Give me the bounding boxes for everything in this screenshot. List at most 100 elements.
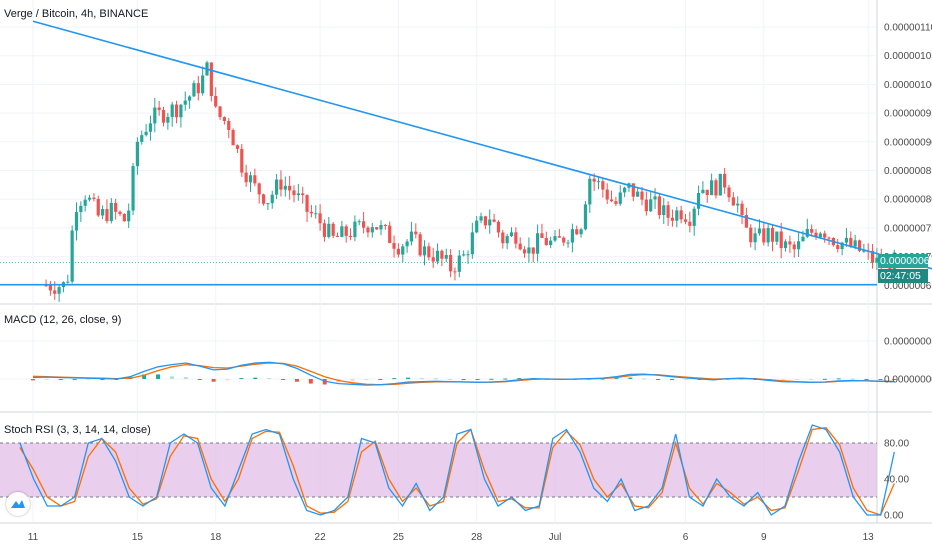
drawn-lines bbox=[0, 20, 932, 286]
candle-body bbox=[653, 196, 657, 200]
candle-body bbox=[462, 254, 466, 256]
candle-body bbox=[383, 224, 387, 226]
macd-histogram-bar bbox=[808, 379, 813, 380]
price-tick-label: 0.00000110 bbox=[884, 23, 932, 34]
candle-body bbox=[509, 232, 514, 237]
candle-body bbox=[862, 250, 866, 252]
candle-body bbox=[836, 245, 840, 250]
candle-body bbox=[279, 179, 283, 190]
candle-body bbox=[161, 110, 166, 123]
macd-histogram-bar bbox=[211, 379, 216, 382]
macd-histogram-bar bbox=[461, 379, 466, 380]
candle-body bbox=[749, 227, 753, 243]
candle-body bbox=[518, 243, 522, 250]
candle-body bbox=[475, 220, 479, 233]
stoch-tick-label: 40.00 bbox=[884, 475, 909, 486]
macd-histogram-bar bbox=[392, 378, 397, 380]
candle-body bbox=[135, 141, 139, 167]
candle-body bbox=[166, 116, 170, 123]
macd-histogram-bar bbox=[433, 378, 438, 380]
macd-histogram-bar bbox=[183, 377, 188, 379]
candle-body bbox=[797, 241, 801, 250]
candle-body bbox=[118, 211, 122, 214]
macd-histogram-bar bbox=[795, 379, 800, 380]
stoch-rsi-title: Stoch RSI (3, 3, 14, 14, close) bbox=[4, 424, 151, 436]
price-tick-label: 0.00000095 bbox=[884, 109, 932, 120]
candle-body bbox=[718, 173, 722, 196]
candle-body bbox=[723, 173, 727, 188]
candle-body bbox=[662, 205, 666, 215]
candle-body bbox=[853, 240, 857, 247]
candle-body bbox=[753, 233, 757, 243]
candle-body bbox=[418, 234, 422, 256]
price-tick-label: 0.00000075 bbox=[884, 223, 932, 234]
price-tick-label: 0.00000105 bbox=[884, 51, 932, 62]
candle-body bbox=[362, 221, 366, 228]
candle-body bbox=[375, 227, 379, 230]
macd-histogram-bar bbox=[864, 379, 869, 380]
time-axis: 111518222528Jul6913162023 bbox=[28, 532, 874, 543]
macd-histogram-bar bbox=[447, 378, 452, 380]
candle-body bbox=[266, 203, 270, 205]
candle-body bbox=[305, 195, 309, 212]
macd-histogram-bar bbox=[58, 379, 63, 380]
candle-body bbox=[788, 241, 792, 245]
candle-body bbox=[344, 226, 348, 236]
macd-histogram-bar bbox=[72, 379, 77, 380]
candle-body bbox=[79, 205, 83, 213]
macd-histogram-bar bbox=[239, 378, 244, 380]
candle-body bbox=[153, 107, 157, 124]
time-tick-label: 15 bbox=[132, 532, 144, 543]
candle-body bbox=[348, 235, 353, 238]
macd-histogram-bar bbox=[253, 377, 258, 379]
candle-body bbox=[514, 232, 518, 244]
candle-body bbox=[783, 241, 788, 249]
candle-body bbox=[705, 189, 709, 196]
candle-body bbox=[240, 148, 244, 173]
candle-body bbox=[122, 213, 126, 222]
candle-body bbox=[810, 229, 814, 233]
candle-body bbox=[692, 208, 696, 226]
candle-body bbox=[109, 202, 113, 222]
candle-body bbox=[770, 228, 775, 242]
candle-body bbox=[657, 196, 661, 215]
candle-body bbox=[53, 290, 57, 294]
candle-countdown-badge: 02:47:05 bbox=[878, 269, 928, 283]
candle-body bbox=[218, 106, 222, 118]
candle-body bbox=[353, 221, 357, 238]
macd-histogram-bar bbox=[406, 377, 411, 379]
macd-histogram-bar bbox=[364, 379, 369, 380]
macd-histogram-bar bbox=[614, 378, 619, 380]
candle-body bbox=[396, 248, 400, 255]
macd-histogram-bar bbox=[739, 378, 744, 380]
candle-body bbox=[340, 226, 344, 237]
candle-body bbox=[805, 229, 809, 237]
candle-body bbox=[688, 221, 692, 226]
candle-body bbox=[736, 203, 740, 206]
macd-histogram-bar bbox=[656, 379, 661, 380]
tradingview-logo-icon[interactable] bbox=[6, 492, 30, 516]
candle-body bbox=[174, 104, 179, 118]
candle-body bbox=[101, 209, 105, 216]
candle-body bbox=[435, 250, 440, 262]
macd-histogram-bar bbox=[156, 374, 161, 379]
candle-body bbox=[710, 180, 714, 196]
candle-body bbox=[779, 231, 783, 249]
candle-body bbox=[414, 231, 418, 235]
candle-body bbox=[453, 271, 457, 273]
candle-body bbox=[562, 237, 566, 243]
candle-body bbox=[127, 210, 131, 222]
candle-body bbox=[449, 254, 453, 272]
macd-histogram-bar bbox=[308, 379, 313, 384]
candle-body bbox=[701, 189, 705, 193]
macd-histogram-bar bbox=[86, 379, 91, 380]
candle-body bbox=[144, 131, 148, 136]
candle-body bbox=[679, 210, 683, 220]
candle-body bbox=[457, 255, 461, 272]
candle-body bbox=[740, 203, 744, 216]
macd-histogram-bar bbox=[419, 378, 424, 380]
candle-body bbox=[318, 213, 322, 224]
candle-body bbox=[618, 192, 622, 204]
candle-body bbox=[609, 199, 614, 202]
macd-histogram-bar bbox=[822, 378, 827, 380]
